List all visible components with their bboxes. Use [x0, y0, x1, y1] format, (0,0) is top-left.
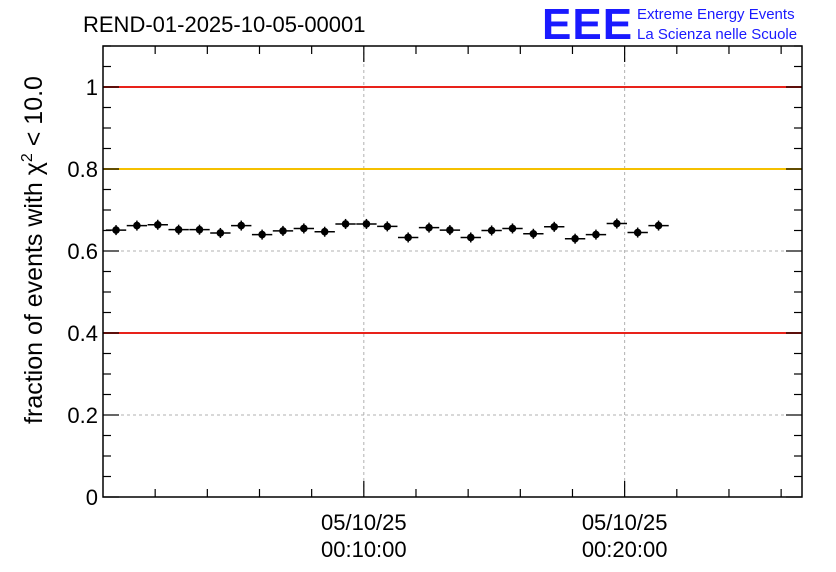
- point-marker: [216, 229, 225, 237]
- data-point: [502, 223, 523, 234]
- data-point: [460, 232, 481, 243]
- point-marker: [571, 234, 579, 243]
- data-point: [418, 222, 440, 233]
- y-tick-label: 0.2: [67, 403, 98, 428]
- data-point: [585, 229, 607, 240]
- x-tick-label-date: 05/10/25: [582, 510, 668, 535]
- data-point: [564, 233, 586, 244]
- data-point: [544, 221, 565, 232]
- point-marker: [341, 220, 350, 228]
- data-point: [356, 218, 377, 229]
- y-tick-label: 0.6: [67, 239, 98, 264]
- point-marker: [258, 230, 266, 239]
- point-marker: [174, 225, 183, 234]
- data-point: [231, 220, 252, 231]
- data-point: [126, 220, 148, 231]
- data-point: [189, 224, 210, 235]
- point-marker: [550, 223, 559, 231]
- point-marker: [112, 226, 120, 234]
- point-marker: [300, 224, 308, 233]
- point-marker: [133, 221, 141, 230]
- point-marker: [487, 226, 496, 235]
- point-marker: [592, 230, 600, 239]
- data-point: [147, 219, 168, 230]
- data-point: [523, 228, 544, 239]
- data-point: [648, 220, 669, 231]
- point-marker: [633, 228, 642, 237]
- point-marker: [362, 220, 371, 228]
- logo-line-2: La Scienza nelle Scuole: [637, 26, 797, 43]
- y-tick-label: 1: [86, 75, 98, 100]
- y-axis-label: fraction of events with χ2 < 10.0: [19, 76, 48, 424]
- point-marker: [425, 223, 433, 232]
- data-point: [168, 224, 189, 235]
- point-marker: [613, 219, 621, 228]
- grid-layer: [103, 46, 802, 497]
- data-point: [272, 225, 294, 236]
- point-marker: [446, 226, 454, 234]
- reference-lines: [103, 86, 802, 334]
- point-marker: [466, 233, 475, 242]
- point-marker: [654, 221, 663, 230]
- chart-title: REND-01-2025-10-05-00001: [83, 12, 366, 37]
- y-tick-label: 0.8: [67, 157, 98, 182]
- data-point: [105, 225, 127, 236]
- point-marker: [320, 227, 329, 236]
- x-tick-label-time: 00:10:00: [321, 537, 407, 562]
- point-marker: [508, 224, 517, 233]
- point-marker: [383, 222, 392, 231]
- data-points: [105, 218, 669, 244]
- y-axis-label-exponent: 2: [19, 153, 36, 162]
- data-point: [606, 218, 627, 229]
- data-point: [627, 227, 648, 238]
- y-axis-label-symbol: χ: [20, 162, 48, 175]
- data-point: [397, 232, 419, 243]
- data-point: [481, 225, 502, 236]
- data-point: [439, 225, 461, 236]
- y-tick-label: 0.4: [67, 321, 98, 346]
- point-marker: [279, 227, 287, 235]
- point-marker: [195, 225, 204, 234]
- x-tick-label-date: 05/10/25: [321, 510, 407, 535]
- point-marker: [153, 220, 162, 229]
- logo-line-1: Extreme Energy Events: [637, 6, 795, 23]
- y-axis-label-suffix: < 10.0: [20, 76, 48, 153]
- data-point: [314, 226, 335, 237]
- y-axis-label-prefix: fraction of events with: [20, 175, 48, 424]
- data-point: [210, 227, 231, 238]
- logo-main-text: EEE: [542, 0, 633, 49]
- plot-frame: [102, 45, 803, 498]
- point-marker: [404, 233, 412, 242]
- data-point: [251, 229, 273, 240]
- tick-labels: 00.20.40.60.8105/10/2500:10:0005/10/2500…: [67, 75, 667, 562]
- x-tick-label-time: 00:20:00: [582, 537, 668, 562]
- point-marker: [237, 221, 246, 230]
- eee-logo: EEE Extreme Energy Events La Scienza nel…: [542, 0, 797, 49]
- data-point: [293, 223, 315, 234]
- data-point: [335, 218, 356, 229]
- data-point: [377, 221, 398, 232]
- y-tick-label: 0: [86, 485, 98, 510]
- axes: [102, 45, 803, 498]
- point-marker: [529, 229, 538, 238]
